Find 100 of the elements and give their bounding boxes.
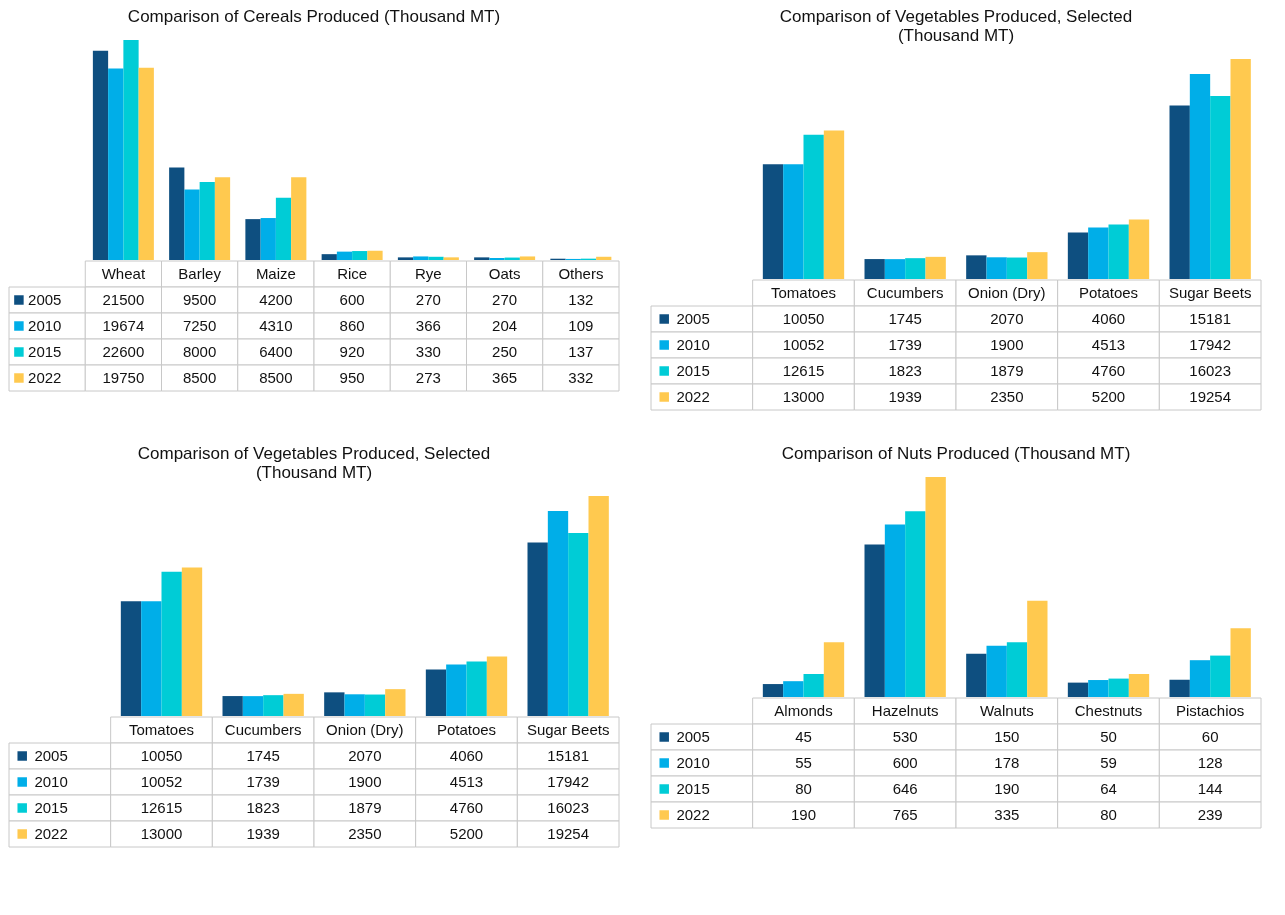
data-label: 9500	[182, 291, 217, 308]
data-label: 1823	[246, 799, 280, 816]
legend-label: 2015	[28, 343, 62, 360]
bar	[352, 251, 368, 260]
x-tick-label: Sugar Beets	[526, 721, 610, 738]
bar	[263, 695, 284, 716]
data-label: 21500	[102, 291, 145, 308]
bar	[1189, 73, 1211, 279]
data-label: 132	[568, 291, 594, 308]
bar	[222, 696, 243, 716]
data-label: 128	[1197, 754, 1223, 771]
data-label: 7250	[182, 317, 217, 334]
x-tick-label: Almonds	[774, 702, 833, 719]
data-label: 19750	[102, 369, 145, 386]
data-label: 335	[994, 806, 1020, 823]
bar	[1006, 642, 1028, 697]
data-label: 50	[1100, 728, 1117, 745]
x-tick-label: Cucumbers	[224, 721, 302, 738]
legend-label: 2015	[676, 362, 710, 379]
data-label: 273	[415, 369, 441, 386]
bar	[803, 673, 824, 697]
data-label: 15181	[1189, 310, 1232, 327]
x-tick-label: Maize	[255, 265, 296, 282]
bar	[823, 642, 845, 697]
bar	[925, 256, 946, 279]
data-label: 270	[415, 291, 441, 308]
x-tick-label: Potatoes	[436, 721, 497, 738]
data-label: 8500	[259, 369, 293, 386]
data-label: 600	[892, 754, 918, 771]
data-label: 4513	[1091, 336, 1126, 353]
data-label: 12615	[140, 799, 183, 816]
data-label: 17942	[547, 773, 590, 790]
data-label: 4760	[1091, 362, 1126, 379]
bar	[519, 256, 536, 260]
x-tick-label: Rye	[415, 265, 442, 282]
bar	[214, 177, 231, 260]
bar	[242, 696, 264, 716]
bar	[1230, 59, 1251, 279]
x-tick-label: Tomatoes	[128, 721, 195, 738]
bar	[966, 653, 987, 697]
legend-label: 2015	[34, 799, 68, 816]
bar	[1210, 655, 1231, 697]
bar	[1027, 252, 1048, 279]
bar	[1006, 257, 1028, 279]
bar	[527, 542, 548, 716]
bar	[443, 257, 459, 260]
data-label: 2070	[348, 747, 382, 764]
data-label: 10050	[140, 747, 183, 764]
data-label: 19254	[547, 825, 590, 842]
bar	[321, 254, 337, 260]
bar	[1210, 95, 1231, 279]
data-label: 4060	[449, 747, 484, 764]
bar	[864, 544, 885, 697]
data-label: 8500	[182, 369, 217, 386]
bar	[275, 197, 292, 260]
x-tick-label: Onion (Dry)	[326, 721, 404, 738]
bar	[783, 681, 804, 697]
data-label: 5200	[1091, 388, 1126, 405]
bar	[986, 257, 1007, 279]
bar	[199, 182, 215, 260]
data-label: 13000	[140, 825, 183, 842]
x-tick-label: Oats	[488, 265, 521, 282]
x-tick-label: Sugar Beets	[1168, 284, 1252, 301]
data-label: 10050	[782, 310, 825, 327]
legend-label: 2010	[676, 336, 710, 353]
bar	[1169, 679, 1190, 697]
data-label: 2350	[348, 825, 382, 842]
bar	[905, 511, 926, 697]
legend-label: 2022	[28, 369, 62, 386]
bar	[1088, 227, 1109, 279]
bar	[1108, 678, 1129, 697]
bar	[1169, 105, 1190, 279]
bar	[324, 692, 345, 716]
bar	[120, 601, 142, 716]
data-label: 330	[415, 343, 441, 360]
x-tick-label: Others	[558, 265, 604, 282]
data-label: 270	[492, 291, 518, 308]
bar	[364, 694, 386, 716]
data-label: 530	[892, 728, 918, 745]
data-label: 8000	[182, 343, 217, 360]
bar	[428, 256, 444, 260]
data-label: 765	[892, 806, 918, 823]
data-label: 1739	[246, 773, 280, 790]
data-label: 6400	[259, 343, 293, 360]
x-tick-label: Barley	[178, 265, 222, 282]
data-label: 2070	[990, 310, 1024, 327]
chart-title: Comparison of Nuts Produced (Thousand MT)	[781, 444, 1131, 463]
bar	[291, 177, 307, 260]
bar	[547, 510, 569, 716]
bar	[141, 601, 162, 716]
bar	[92, 50, 109, 260]
bar	[108, 68, 124, 260]
legend-label: 2010	[34, 773, 68, 790]
x-tick-label: Walnuts	[980, 702, 1034, 719]
data-label: 950	[339, 369, 365, 386]
legend-label: 2005	[28, 291, 62, 308]
bar	[1230, 628, 1251, 697]
data-label: 16023	[1189, 362, 1232, 379]
bar	[245, 219, 261, 260]
data-label: 1939	[888, 388, 922, 405]
